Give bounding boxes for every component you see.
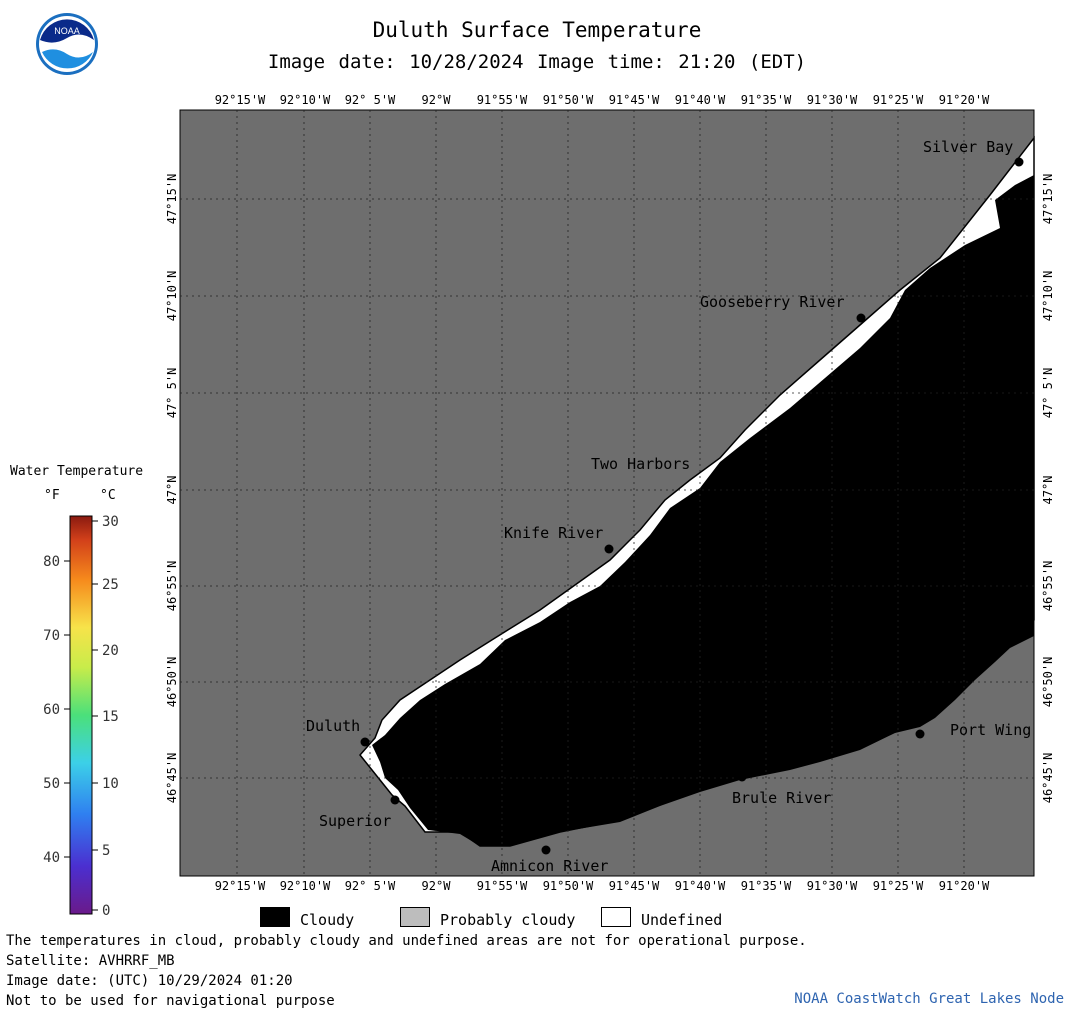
place-marker [390, 795, 400, 805]
lon-label-top: 91°25'W [873, 93, 924, 107]
lon-label-top: 91°30'W [807, 93, 858, 107]
lat-label-left: 47°15'N [165, 174, 179, 225]
lat-label-right: 47°15'N [1041, 174, 1055, 225]
place-label-knife-river: Knife River [504, 524, 603, 542]
celsius-tick-label: 5 [102, 843, 110, 859]
place-marker [541, 845, 551, 855]
legend-title: Water Temperature [10, 464, 144, 479]
lon-label-bottom: 91°50'W [543, 879, 594, 893]
lat-label-right: 46°55'N [1041, 561, 1055, 612]
place-marker [915, 729, 925, 739]
place-markers [360, 157, 1024, 855]
place-label-brule-river: Brule River [732, 789, 831, 807]
unit-fahrenheit: °F [44, 488, 60, 503]
place-label-silver-bay: Silver Bay [923, 138, 1013, 156]
lon-label-bottom: 92° 5'W [345, 879, 396, 893]
unit-celsius: °C [100, 488, 116, 503]
lon-label-bottom: 92°W [422, 879, 452, 893]
image-date-time: Image date: 10/28/2024 Image time: 21:20… [267, 51, 807, 73]
fahrenheit-tick-label: 40 [43, 850, 60, 866]
lat-label-right: 47°N [1041, 476, 1055, 505]
lon-label-top: 92°W [422, 93, 452, 107]
fahrenheit-tick-label: 70 [43, 628, 60, 644]
lon-label-top: 92°15'W [215, 93, 266, 107]
key-label-undefined: Undefined [641, 911, 723, 929]
lon-label-top: 91°40'W [675, 93, 726, 107]
svg-text:NOAA: NOAA [54, 26, 80, 36]
lon-label-bottom: 91°30'W [807, 879, 858, 893]
lon-label-top: 92°10'W [280, 93, 331, 107]
celsius-tick-label: 15 [102, 709, 119, 725]
fahrenheit-tick-label: 50 [43, 776, 60, 792]
celsius-tick-label: 30 [102, 514, 119, 530]
note-navigation: Not to be used for navigational purpose [6, 993, 335, 1009]
color-bar-ticks [64, 520, 98, 911]
lat-label-left: 47°10'N [165, 271, 179, 322]
lat-label-right: 47°10'N [1041, 271, 1055, 322]
place-marker [360, 737, 370, 747]
lat-label-right: 46°50'N [1041, 657, 1055, 708]
lon-label-bottom: 91°25'W [873, 879, 924, 893]
lat-label-left: 46°55'N [165, 561, 179, 612]
place-marker [856, 313, 866, 323]
celsius-tick-label: 20 [102, 643, 119, 659]
fahrenheit-tick-label: 60 [43, 702, 60, 718]
lon-label-bottom: 91°45'W [609, 879, 660, 893]
lon-label-bottom: 92°15'W [215, 879, 266, 893]
lat-label-left: 47°N [165, 476, 179, 505]
place-label-duluth: Duluth [306, 717, 360, 735]
key-swatch-undefined [601, 907, 631, 927]
lat-label-right: 47° 5'N [1041, 368, 1055, 419]
lon-label-bottom: 91°55'W [477, 879, 528, 893]
lat-label-left: 46°45'N [165, 753, 179, 804]
fahrenheit-tick-label: 80 [43, 554, 60, 570]
place-label-port-wing: Port Wing [950, 721, 1031, 739]
lon-label-top: 91°35'W [741, 93, 792, 107]
note-disclaimer: The temperatures in cloud, probably clou… [6, 933, 807, 949]
place-marker [604, 544, 614, 554]
key-label-cloudy: Cloudy [300, 911, 355, 929]
lat-label-right: 46°45'N [1041, 753, 1055, 804]
credit-link[interactable]: NOAA CoastWatch Great Lakes Node [794, 991, 1064, 1007]
lon-label-top: 91°20'W [939, 93, 990, 107]
lat-label-left: 47° 5'N [165, 368, 179, 419]
lon-label-bottom: 91°35'W [741, 879, 792, 893]
lon-label-top: 91°50'W [543, 93, 594, 107]
place-label-superior: Superior [319, 812, 391, 830]
lon-label-top: 91°45'W [609, 93, 660, 107]
map-title: Duluth Surface Temperature [372, 18, 702, 42]
celsius-tick-label: 0 [102, 903, 110, 919]
key-swatch-probably-cloudy [400, 907, 430, 927]
celsius-tick-label: 25 [102, 577, 119, 593]
note-satellite: Satellite: AVHRRF_MB [6, 953, 175, 969]
place-marker [1014, 157, 1024, 167]
place-marker [737, 772, 747, 782]
lat-label-left: 46°50'N [165, 657, 179, 708]
key-label-probably-cloudy: Probably cloudy [440, 911, 576, 929]
place-label-amnicon-river: Amnicon River [491, 857, 608, 875]
celsius-tick-label: 10 [102, 776, 119, 792]
place-label-two-harbors: Two Harbors [591, 455, 690, 473]
key-swatch-cloudy [260, 907, 290, 927]
lon-label-bottom: 91°40'W [675, 879, 726, 893]
lake-cloudy-area [372, 175, 1034, 846]
lon-label-bottom: 91°20'W [939, 879, 990, 893]
lon-label-bottom: 92°10'W [280, 879, 331, 893]
place-label-gooseberry-river: Gooseberry River [700, 293, 845, 311]
lon-label-top: 92° 5'W [345, 93, 396, 107]
lon-label-top: 91°55'W [477, 93, 528, 107]
temperature-color-bar [69, 515, 93, 915]
note-utc-date: Image date: (UTC) 10/29/2024 01:20 [6, 973, 293, 989]
noaa-logo: NOAA [36, 13, 98, 75]
graticule [180, 110, 1034, 876]
